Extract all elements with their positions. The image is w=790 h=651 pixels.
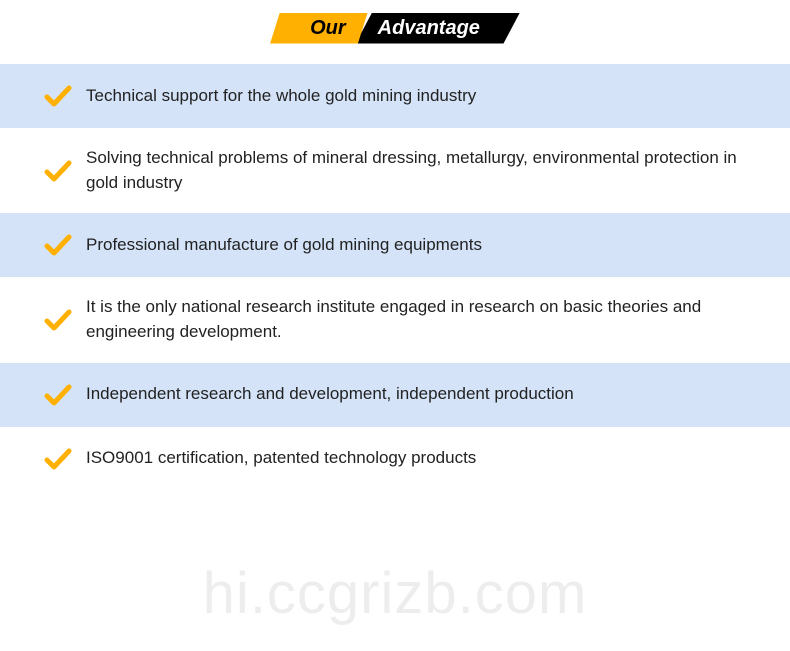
advantage-list: Technical support for the whole gold min… [0,64,790,491]
list-item: Professional manufacture of gold mining … [0,213,790,277]
check-icon [44,84,72,108]
list-item: Independent research and development, in… [0,363,790,427]
watermark-text: hi.ccgrizb.com [203,560,588,627]
banner-shape: Our Advantage [270,12,520,44]
header-banner: Our Advantage [0,0,790,64]
list-item: ISO9001 certification, patented technolo… [0,427,790,491]
list-item-text: Solving technical problems of mineral dr… [86,146,752,195]
list-item-text: It is the only national research institu… [86,295,752,344]
banner-left-label: Our [270,13,368,44]
banner-right-label: Advantage [356,13,520,44]
list-item-text: ISO9001 certification, patented technolo… [86,446,476,471]
list-item: Solving technical problems of mineral dr… [0,128,790,213]
check-icon [44,233,72,257]
list-item: Technical support for the whole gold min… [0,64,790,128]
list-item-text: Professional manufacture of gold mining … [86,233,482,258]
check-icon [44,447,72,471]
check-icon [44,308,72,332]
check-icon [44,159,72,183]
list-item-text: Technical support for the whole gold min… [86,84,476,109]
list-item: It is the only national research institu… [0,277,790,362]
check-icon [44,383,72,407]
list-item-text: Independent research and development, in… [86,382,574,407]
